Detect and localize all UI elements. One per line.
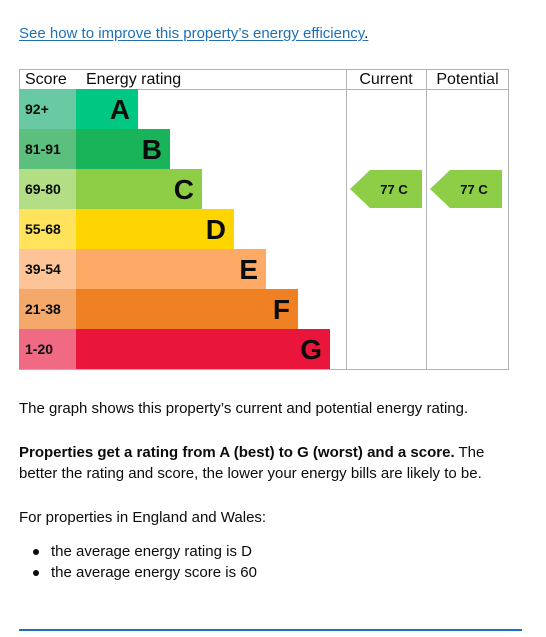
improve-link-text[interactable]: See how to improve this property’s energ… [19,25,365,42]
band-bar-b [76,129,170,169]
band-bar-f [76,289,298,329]
band-letter-c: C [174,174,194,205]
band-letter-b: B [142,134,162,165]
band-letter-g: G [300,334,322,365]
current-rating-arrow [350,170,422,208]
band-letter-d: D [206,214,226,245]
score-cell-a [19,89,76,129]
energy-rating-chart: Score Energy rating Current Potential 92+ A 81… [19,69,509,370]
band-letter-e: E [239,254,258,285]
potential-rating-label: 77 C [460,182,488,197]
score-cell-c [19,169,76,209]
england-wales-intro: For properties in England and Wales: [19,509,267,526]
score-cell-b [19,129,76,169]
score-range-g: 1-20 [25,341,53,357]
score-range-e: 39-54 [25,261,61,277]
score-range-a: 92+ [25,101,49,117]
score-range-b: 81-91 [25,141,61,157]
band-bar-g [76,329,330,369]
score-range-c: 69-80 [25,181,61,197]
header-score: Score [25,71,67,88]
graph-description: The graph shows this property’s current … [19,400,469,417]
band-letter-a: A [110,94,130,125]
score-cell-g [19,329,76,369]
average-rating-list: the average energy rating is D the avera… [19,541,257,583]
list-item: the average energy rating is D [19,541,257,562]
score-cell-e [19,249,76,289]
header-current: Current [359,71,413,88]
rating-explanation-bold: Properties get a rating from A (best) to… [19,444,455,461]
improve-energy-efficiency-link[interactable]: See how to improve this property’s energ… [19,25,368,42]
band-bar-d [76,209,234,249]
section-divider [19,629,522,631]
header-potential: Potential [436,71,498,88]
header-energy-rating: Energy rating [86,71,181,88]
score-range-d: 55-68 [25,221,61,237]
list-item: the average energy score is 60 [19,562,257,583]
band-bar-e [76,249,266,289]
score-cell-f [19,289,76,329]
rating-explanation: Properties get a rating from A (best) to… [19,442,519,484]
score-range-f: 21-38 [25,301,61,317]
band-bar-a [76,89,138,129]
score-cell-d [19,209,76,249]
potential-rating-arrow [430,170,502,208]
band-letter-f: F [273,294,290,325]
current-rating-label: 77 C [380,182,408,197]
improve-link-period: . [364,25,369,42]
band-bar-c [76,169,202,209]
rating-explanation-rest: The better the rating and score, the low… [19,444,485,482]
